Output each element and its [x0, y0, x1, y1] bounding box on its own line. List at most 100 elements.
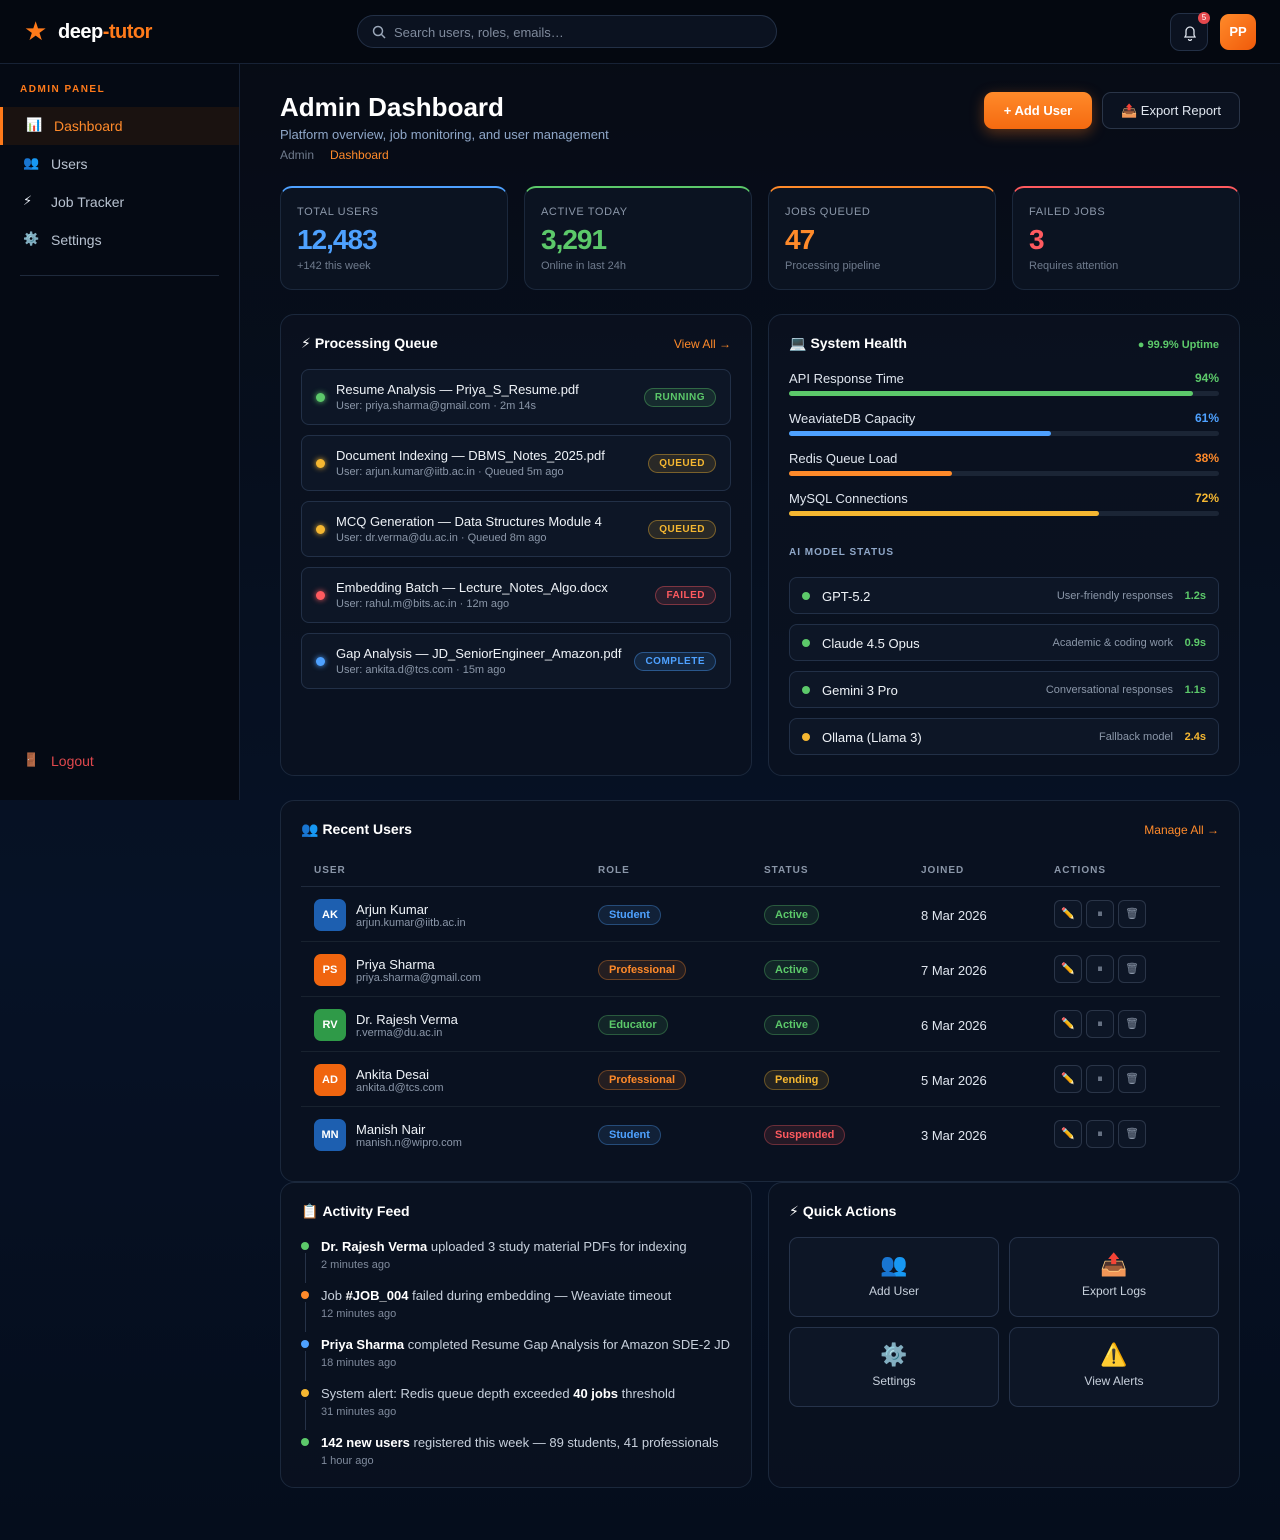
panel-title: ⚡ Quick Actions: [789, 1203, 896, 1220]
metric-bar: [789, 511, 1099, 516]
status-badge: Pending: [764, 1070, 830, 1090]
column-header: USER: [314, 865, 346, 876]
job-title: Gap Analysis — JD_SeniorEngineer_Amazon.…: [336, 646, 622, 661]
action-button[interactable]: ✏️: [1054, 1120, 1082, 1148]
action-button[interactable]: ✏️: [1054, 955, 1082, 983]
action-button[interactable]: ✏️: [1054, 1010, 1082, 1038]
breadcrumb-current: Dashboard: [330, 148, 389, 162]
action-button[interactable]: 🗑: [1118, 1010, 1146, 1038]
quick-action[interactable]: ⚠️ View Alerts: [1009, 1327, 1219, 1407]
job-meta: User: ankita.d@tcs.com · 15m ago: [336, 664, 506, 676]
row-rule: [301, 1051, 1220, 1052]
nav-item[interactable]: ⚙️ Settings: [0, 221, 239, 259]
model-latency: 2.4s: [1184, 731, 1206, 743]
action-button[interactable]: 🗑: [1118, 900, 1146, 928]
manage-all-link[interactable]: Manage All →: [1144, 823, 1219, 837]
row-rule: [301, 1106, 1220, 1107]
job-status: QUEUED: [648, 520, 716, 539]
action-button[interactable]: ⏸: [1086, 955, 1114, 983]
user-avatar: RV: [314, 1009, 346, 1041]
job-status-dot: [316, 591, 325, 600]
quick-action[interactable]: ⚙️ Settings: [789, 1327, 999, 1407]
action-button[interactable]: ⏸: [1086, 1065, 1114, 1093]
panel-icon: 💻: [789, 335, 807, 351]
column-header: ACTIONS: [1054, 865, 1106, 876]
nav-item[interactable]: 👥 Users: [0, 145, 239, 183]
action-button[interactable]: 🗑: [1118, 1065, 1146, 1093]
activity-text: Job #JOB_004 failed during embedding — W…: [321, 1288, 741, 1303]
action-button[interactable]: 🗑: [1118, 1120, 1146, 1148]
logout[interactable]: 🚪 Logout: [0, 744, 239, 778]
user-avatar: MN: [314, 1119, 346, 1151]
view-all-link[interactable]: View All →: [673, 337, 731, 351]
metric-value: 61%: [1194, 411, 1219, 425]
stat-note: Requires attention: [1029, 260, 1119, 272]
activity-time: 1 hour ago: [321, 1455, 374, 1467]
action-button[interactable]: ⏸: [1086, 1010, 1114, 1038]
search-box[interactable]: Search users, roles, emails…: [357, 15, 777, 48]
stat-note: Processing pipeline: [785, 260, 881, 272]
nav-icon: ⚙️: [23, 231, 40, 246]
user-name: Priya Sharma: [356, 957, 435, 972]
panel-title-text: Recent Users: [322, 821, 412, 837]
action-button[interactable]: ✏️: [1054, 1065, 1082, 1093]
export-report-button[interactable]: 📤 Export Report: [1102, 92, 1240, 129]
user-avatar: AK: [314, 899, 346, 931]
activity-part: Dr. Rajesh Verma: [321, 1239, 428, 1254]
nav-item[interactable]: 📊 Dashboard: [0, 107, 239, 145]
activity-part: failed during embedding — Weaviate timeo…: [408, 1288, 672, 1303]
user-email: arjun.kumar@iitb.ac.in: [356, 917, 466, 929]
stat-card: FAILED JOBS 3 Requires attention: [1012, 186, 1240, 290]
job-item: Resume Analysis — Priya_S_Resume.pdf User…: [301, 369, 731, 425]
role-badge: Student: [598, 905, 661, 925]
column-header: ROLE: [598, 865, 630, 876]
breadcrumb-root: Admin: [280, 148, 315, 162]
job-status: RUNNING: [643, 388, 716, 407]
sidebar-divider: [20, 275, 219, 276]
job-meta: User: dr.verma@du.ac.in · Queued 8m ago: [336, 532, 547, 544]
quick-action-label: View Alerts: [1084, 1374, 1144, 1388]
activity-part: Job: [321, 1288, 346, 1303]
activity-time: 2 minutes ago: [321, 1259, 391, 1271]
processing-queue: ⚡ Processing Queue View All → Resume Analys…: [280, 314, 752, 776]
activity-line: [305, 1253, 306, 1283]
logo-accent: -tutor: [102, 21, 153, 43]
job-item: Gap Analysis — JD_SeniorEngineer_Amazon.…: [301, 633, 731, 689]
user-avatar: PS: [314, 954, 346, 986]
panel-icon: 👥: [301, 821, 319, 837]
user-name: Dr. Rajesh Verma: [356, 1012, 458, 1027]
metric-bar: [789, 391, 1194, 396]
quick-action[interactable]: 👥 Add User: [789, 1237, 999, 1317]
action-button[interactable]: ⏸: [1086, 900, 1114, 928]
quick-action-icon: 👥: [880, 1252, 908, 1277]
job-meta: User: rahul.m@bits.ac.in · 12m ago: [336, 598, 510, 610]
quick-action[interactable]: 📤 Export Logs: [1009, 1237, 1219, 1317]
action-button[interactable]: ✏️: [1054, 900, 1082, 928]
activity-line: [305, 1400, 306, 1430]
column-header: JOINED: [921, 865, 965, 876]
notification-button[interactable]: 5: [1170, 12, 1210, 51]
user-name: Ankita Desai: [356, 1067, 429, 1082]
add-user-button[interactable]: + Add User: [984, 92, 1092, 129]
bell-icon: [1183, 26, 1197, 41]
metric-track: [789, 431, 1219, 436]
panel-title-text: Activity Feed: [322, 1203, 410, 1219]
nav-label: Dashboard: [54, 118, 123, 134]
search-icon: [372, 25, 386, 39]
logout-label: Logout: [51, 753, 94, 769]
job-status-dot: [316, 525, 325, 534]
action-button[interactable]: 🗑: [1118, 955, 1146, 983]
nav-label: Job Tracker: [51, 194, 125, 210]
activity-part: uploaded 3 study material PDFs for index…: [427, 1239, 687, 1254]
job-status: FAILED: [655, 586, 716, 605]
quick-action-icon: ⚠️: [1100, 1342, 1128, 1367]
sidebar: ADMIN PANEL 📊 Dashboard 👥 Users ⚡ Job Tracker ⚙…: [0, 64, 240, 800]
user-avatar[interactable]: PP: [1220, 14, 1256, 50]
stat-label: ACTIVE TODAY: [541, 206, 628, 218]
role-badge: Student: [598, 1125, 661, 1145]
user-email: manish.n@wipro.com: [356, 1137, 462, 1149]
nav-item[interactable]: ⚡ Job Tracker: [0, 183, 239, 221]
action-button[interactable]: ⏸: [1086, 1120, 1114, 1148]
job-title: Document Indexing — DBMS_Notes_2025.pdf: [336, 448, 605, 463]
